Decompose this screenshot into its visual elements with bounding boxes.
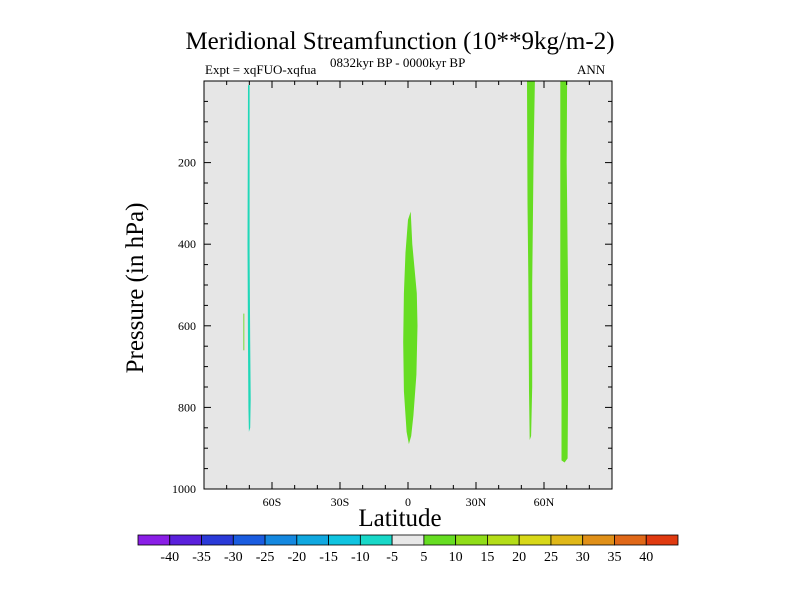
y-tick-label: 800: [178, 400, 196, 414]
colorbar-label: 20: [512, 550, 526, 565]
colorbar-label: -10: [351, 550, 370, 565]
colorbar-label: 40: [639, 550, 653, 565]
colorbar-label: 35: [607, 550, 621, 565]
colorbar-swatch: [328, 534, 361, 546]
axes: 200 400 600 800 1000 60S 30S 0 30N 60N: [172, 80, 613, 509]
colorbar-swatch: [201, 534, 234, 546]
colorbar-swatch: [296, 534, 329, 546]
colorbar-swatch: [232, 534, 266, 546]
colorbar-label: -40: [160, 550, 179, 565]
colorbar-swatch: [550, 534, 584, 546]
colorbar-label: 25: [544, 550, 558, 565]
colorbar: -40 -35 -30 -25 -20 -15 -10 -5 5 10 15 20 25 30 35 40: [137, 534, 679, 565]
x-tick-label: 60S: [263, 495, 282, 509]
x-tick-label: 30N: [466, 495, 487, 509]
plot-area: [204, 81, 612, 489]
x-tick-label: 30S: [331, 495, 350, 509]
colorbar-swatch: [137, 534, 171, 546]
contour-region-southern-streak: [247, 85, 251, 432]
colorbar-label: 10: [449, 550, 463, 565]
colorbar-label: -25: [256, 550, 275, 565]
chart-title: Meridional Streamfunction (10**9kg/m-2): [185, 28, 615, 55]
colorbar-swatch: [423, 534, 457, 546]
contour-region-northern-band-1: [527, 81, 535, 440]
colorbar-label: -15: [319, 550, 338, 565]
x-axis-label: Latitude: [358, 505, 442, 532]
colorbar-swatch: [487, 534, 520, 546]
y-tick-label: 600: [178, 319, 196, 333]
y-tick-label: 200: [178, 156, 196, 170]
colorbar-label: 5: [420, 550, 427, 565]
colorbar-label: -20: [287, 550, 306, 565]
colorbar-swatch: [359, 534, 393, 546]
colorbar-label: 30: [576, 550, 590, 565]
experiment-label: Expt = xqFUO-xqfua: [205, 62, 317, 77]
period-label: 0832kyr BP - 0000kyr BP: [330, 55, 466, 70]
colorbar-swatch: [582, 534, 615, 546]
contour-region-northern-band-2: [560, 81, 568, 463]
y-tick-label: 1000: [172, 482, 196, 496]
colorbar-swatch: [264, 534, 298, 546]
colorbar-swatch: [391, 534, 425, 546]
colorbar-label: 15: [480, 550, 494, 565]
season-label: ANN: [577, 62, 606, 77]
x-tick-label: 0: [405, 495, 411, 509]
colorbar-swatch: [614, 534, 647, 546]
contour-region-southern-speck: [243, 313, 245, 351]
colorbar-swatch: [645, 534, 679, 546]
colorbar-label: -5: [386, 550, 398, 565]
colorbar-swatch: [169, 534, 202, 546]
colorbar-label: -30: [224, 550, 243, 565]
colorbar-swatch: [455, 534, 488, 546]
x-tick-label: 60N: [534, 495, 555, 509]
y-tick-label: 400: [178, 237, 196, 251]
contour-region-equator-lobe: [403, 211, 418, 445]
colorbar-label: -35: [192, 550, 211, 565]
colorbar-swatch: [518, 534, 552, 546]
